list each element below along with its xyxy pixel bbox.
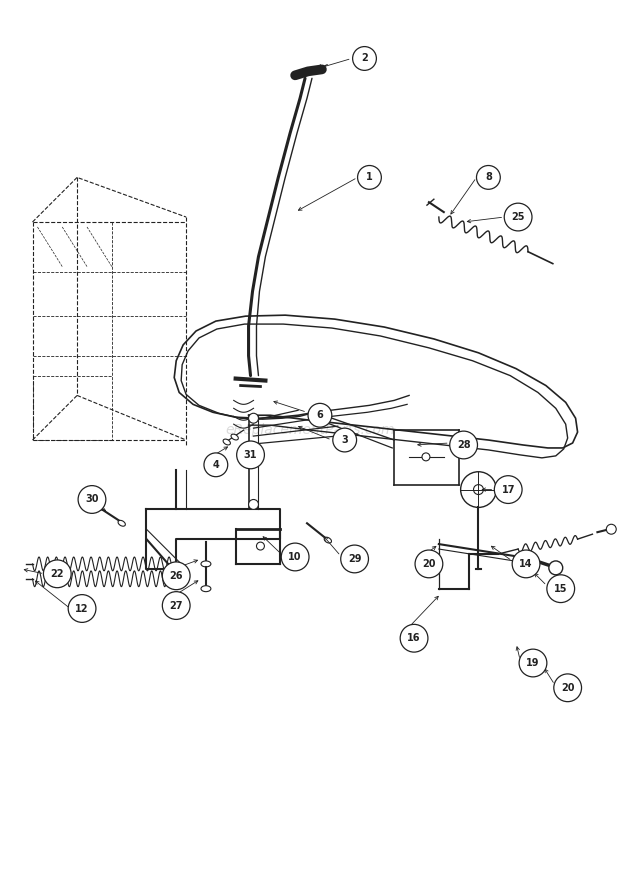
Text: 3: 3 bbox=[342, 435, 348, 445]
Ellipse shape bbox=[231, 434, 238, 440]
Text: 22: 22 bbox=[51, 569, 64, 579]
Ellipse shape bbox=[324, 537, 332, 543]
Text: 31: 31 bbox=[244, 450, 257, 460]
Text: 12: 12 bbox=[75, 603, 89, 613]
Circle shape bbox=[249, 500, 259, 509]
Circle shape bbox=[415, 550, 443, 578]
Circle shape bbox=[504, 203, 532, 231]
Circle shape bbox=[162, 562, 190, 590]
Circle shape bbox=[494, 476, 522, 503]
Text: 6: 6 bbox=[317, 410, 323, 420]
Text: 15: 15 bbox=[554, 584, 567, 594]
Text: 4: 4 bbox=[213, 460, 219, 470]
Circle shape bbox=[461, 471, 497, 508]
Text: 26: 26 bbox=[169, 571, 183, 581]
Circle shape bbox=[281, 543, 309, 571]
Circle shape bbox=[358, 166, 381, 190]
Text: eReplacementParts.com: eReplacementParts.com bbox=[225, 424, 395, 437]
Circle shape bbox=[422, 453, 430, 461]
Circle shape bbox=[400, 625, 428, 652]
Circle shape bbox=[549, 561, 563, 575]
Circle shape bbox=[512, 550, 540, 578]
Circle shape bbox=[353, 47, 376, 70]
Circle shape bbox=[237, 441, 264, 469]
Ellipse shape bbox=[201, 586, 211, 592]
Text: 17: 17 bbox=[502, 485, 515, 494]
Text: 16: 16 bbox=[407, 633, 421, 643]
Circle shape bbox=[162, 592, 190, 619]
Circle shape bbox=[477, 166, 500, 190]
Text: 1: 1 bbox=[366, 173, 373, 183]
Circle shape bbox=[204, 453, 228, 477]
Text: 27: 27 bbox=[169, 601, 183, 610]
Circle shape bbox=[43, 560, 71, 587]
Ellipse shape bbox=[118, 520, 125, 526]
Ellipse shape bbox=[201, 561, 211, 567]
Ellipse shape bbox=[223, 439, 231, 445]
Circle shape bbox=[606, 525, 616, 534]
Text: 29: 29 bbox=[348, 554, 361, 564]
Circle shape bbox=[308, 403, 332, 427]
Circle shape bbox=[249, 413, 259, 424]
Text: 28: 28 bbox=[457, 440, 471, 450]
Text: 30: 30 bbox=[85, 494, 99, 504]
Text: 2: 2 bbox=[361, 53, 368, 64]
Text: 8: 8 bbox=[485, 173, 492, 183]
Circle shape bbox=[474, 485, 484, 494]
Circle shape bbox=[519, 649, 547, 677]
Circle shape bbox=[257, 542, 264, 550]
Circle shape bbox=[333, 428, 356, 452]
Text: 10: 10 bbox=[288, 552, 302, 562]
Circle shape bbox=[341, 545, 368, 573]
Circle shape bbox=[547, 575, 575, 602]
Text: 14: 14 bbox=[520, 559, 533, 569]
Circle shape bbox=[554, 674, 582, 702]
Circle shape bbox=[68, 595, 96, 622]
Circle shape bbox=[450, 431, 477, 459]
Text: 19: 19 bbox=[526, 658, 540, 668]
Circle shape bbox=[78, 486, 106, 513]
Text: 25: 25 bbox=[512, 212, 525, 222]
Text: 20: 20 bbox=[561, 683, 574, 693]
Text: 20: 20 bbox=[422, 559, 436, 569]
